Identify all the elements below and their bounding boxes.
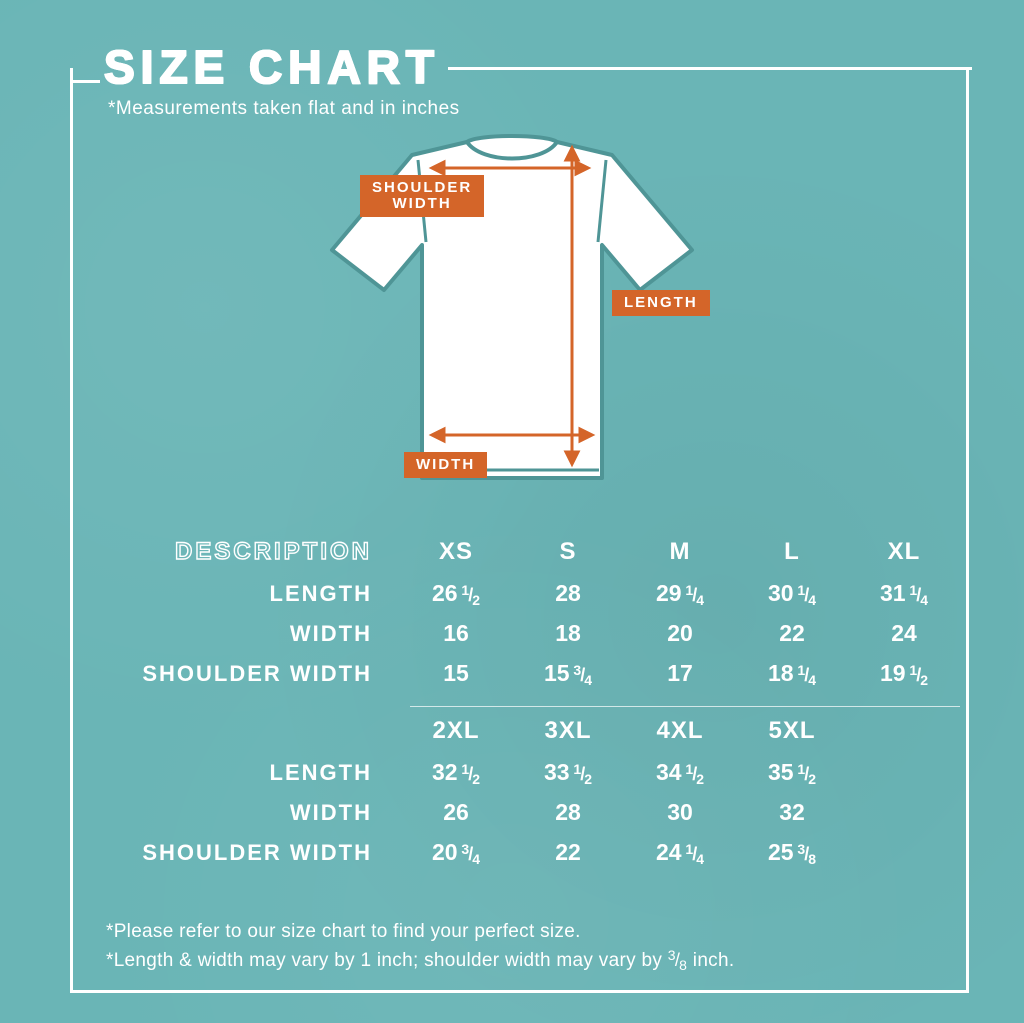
row-label: LENGTH [70, 581, 400, 607]
size-cell: 20 [624, 620, 736, 647]
size-cell: 16 [400, 620, 512, 647]
shirt-svg [292, 130, 732, 510]
subtitle: *Measurements taken flat and in inches [108, 98, 460, 120]
size-cell: 29 1/4 [624, 580, 736, 607]
label-length: LENGTH [612, 290, 710, 316]
size-cell: 26 1/2 [400, 580, 512, 607]
label-width: WIDTH [404, 452, 487, 478]
size-cell: 19 1/2 [848, 660, 960, 687]
size-header: 4XL [624, 717, 736, 745]
size-cell: 20 3/4 [400, 839, 512, 866]
row-label: LENGTH [70, 760, 400, 786]
size-cell: 25 3/8 [736, 839, 848, 866]
size-cell: 35 1/2 [736, 759, 848, 786]
size-cell: 17 [624, 660, 736, 687]
title-lead-line [70, 80, 100, 83]
size-cell: 26 [400, 799, 512, 826]
size-header: 3XL [512, 717, 624, 745]
row-label: SHOULDER WIDTH [70, 840, 400, 866]
size-cell: 34 1/2 [624, 759, 736, 786]
shirt-diagram: SHOULDER WIDTH LENGTH WIDTH [292, 130, 732, 510]
size-header: 2XL [400, 717, 512, 745]
label-shoulder: SHOULDER WIDTH [360, 175, 484, 217]
size-cell: 24 1/4 [624, 839, 736, 866]
size-header: XL [848, 538, 960, 566]
size-table-1: DESCRIPTIONXSSMLXL LENGTH26 1/22829 1/430… [70, 538, 969, 700]
footnote-2: *Length & width may vary by 1 inch; shou… [106, 947, 734, 976]
size-header: L [736, 538, 848, 566]
size-table-2: 2XL3XL4XL5XL LENGTH32 1/233 1/234 1/235 1… [70, 717, 969, 879]
size-header: M [624, 538, 736, 566]
size-cell: 32 [736, 799, 848, 826]
title-row: SIZE CHART [70, 40, 440, 94]
label-shoulder-line2: WIDTH [393, 195, 452, 212]
row-label: SHOULDER WIDTH [70, 661, 400, 687]
size-header: 5XL [736, 717, 848, 745]
size-tables: DESCRIPTIONXSSMLXLLENGTH26 1/22829 1/430… [70, 538, 969, 879]
size-cell: 18 [512, 620, 624, 647]
size-cell: 28 [512, 799, 624, 826]
title-trail-line [448, 67, 972, 70]
size-cell: 18 1/4 [736, 660, 848, 687]
description-header: DESCRIPTION [70, 538, 400, 566]
size-cell: 30 [624, 799, 736, 826]
size-cell: 30 1/4 [736, 580, 848, 607]
table-divider [410, 706, 960, 707]
footnote-2-prefix: *Length & width may vary by 1 inch; shou… [106, 950, 668, 971]
size-cell: 22 [512, 839, 624, 866]
label-shoulder-line1: SHOULDER [372, 179, 472, 196]
footnote-2-suffix: inch. [687, 950, 734, 971]
size-cell: 15 3/4 [512, 660, 624, 687]
size-header: S [512, 538, 624, 566]
size-cell: 32 1/2 [400, 759, 512, 786]
size-cell: 24 [848, 620, 960, 647]
size-cell: 33 1/2 [512, 759, 624, 786]
footnote-2-fraction: 3/8 [668, 950, 688, 971]
size-cell: 15 [400, 660, 512, 687]
size-header: XS [400, 538, 512, 566]
page-title: SIZE CHART [104, 40, 440, 94]
footnotes: *Please refer to our size chart to find … [106, 918, 734, 975]
size-cell: 31 1/4 [848, 580, 960, 607]
diagram: SHOULDER WIDTH LENGTH WIDTH [0, 130, 1024, 510]
row-label: WIDTH [70, 621, 400, 647]
size-cell: 28 [512, 580, 624, 607]
size-cell: 22 [736, 620, 848, 647]
footnote-1: *Please refer to our size chart to find … [106, 918, 734, 947]
row-label: WIDTH [70, 800, 400, 826]
